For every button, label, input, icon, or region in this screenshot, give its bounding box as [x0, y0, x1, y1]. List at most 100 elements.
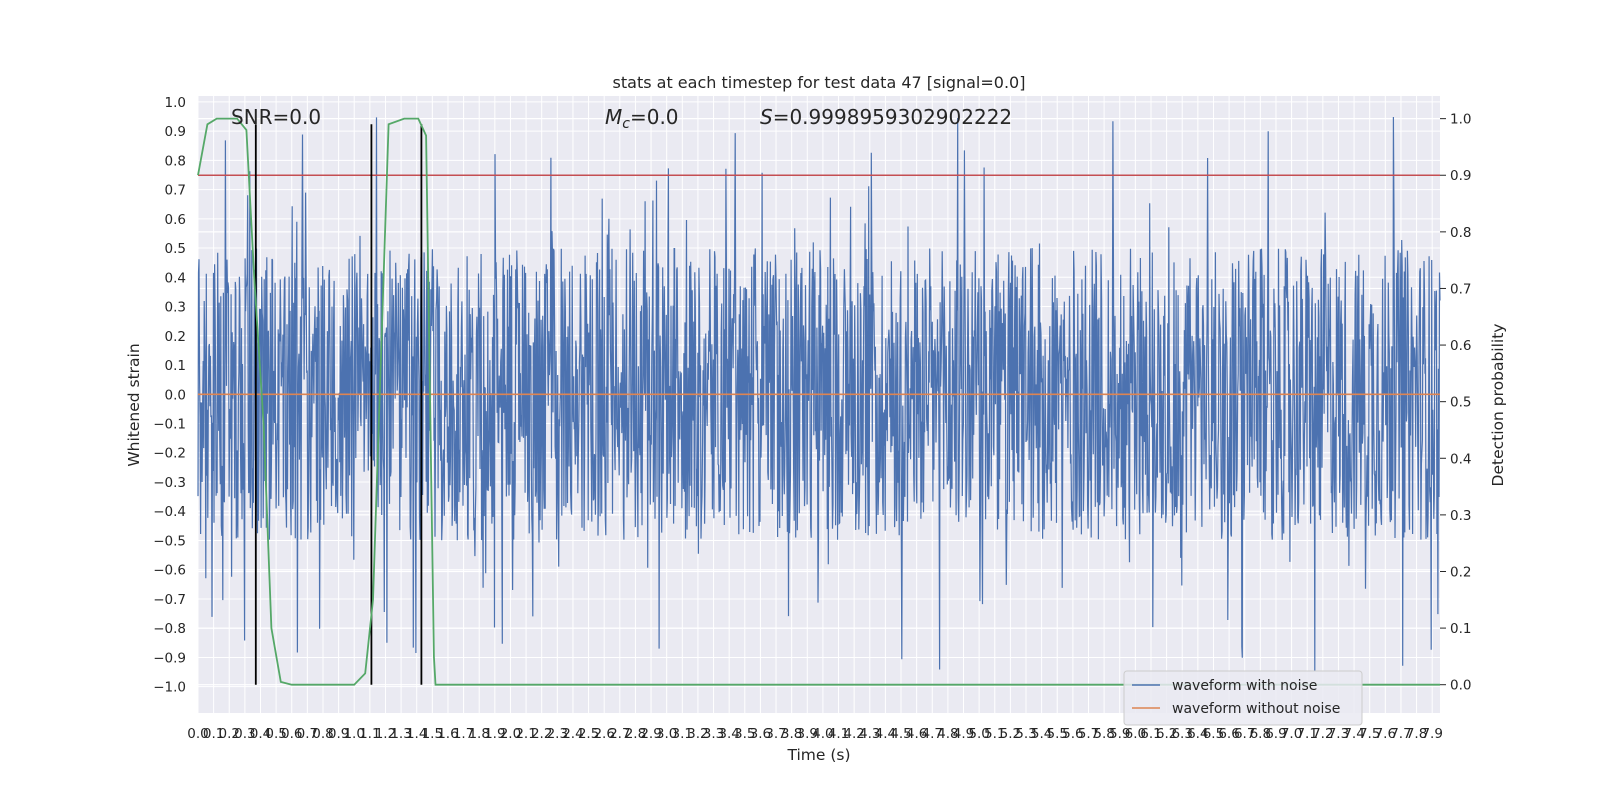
x-tick-label: 1.9: [484, 726, 505, 742]
x-tick-label: 2.6: [593, 726, 614, 742]
y-tick-label: −0.2: [153, 446, 186, 462]
x-tick-label: 7.8: [1406, 726, 1427, 742]
y-tick-label: 0.9: [165, 124, 186, 140]
x-tick-label: 4.9: [953, 726, 974, 742]
x-tick-label: 4.5: [890, 726, 911, 742]
x-tick-label: 4.4: [875, 726, 896, 742]
annotation-snr: SNR=0.0: [231, 105, 321, 129]
y-tick-label: 0.7: [165, 183, 186, 199]
y2-tick-label: 1.0: [1450, 112, 1471, 128]
x-tick-label: 4.8: [937, 726, 958, 742]
annotation-chirp-mass-subscript: c: [622, 116, 630, 132]
x-tick-label: 0.7: [297, 726, 318, 742]
x-tick-label: 5.1: [984, 726, 1005, 742]
x-tick-label: 4.1: [828, 726, 849, 742]
annotation-chirp-mass-symbol: M: [605, 105, 622, 129]
x-tick-label: 0.5: [265, 726, 286, 742]
x-tick-label: 6.8: [1250, 726, 1271, 742]
x-tick-label: 2.0: [500, 726, 521, 742]
y-axis-label: Whitened strain: [125, 343, 143, 466]
y-tick-label: −0.1: [153, 417, 186, 433]
x-axis-label: Time (s): [786, 746, 850, 764]
legend: waveform with noise waveform without noi…: [1123, 670, 1363, 726]
x-tick-label: 3.5: [734, 726, 755, 742]
y-tick-label: −0.3: [153, 475, 186, 491]
x-tick-label: 2.7: [609, 726, 630, 742]
x-tick-label: 3.3: [703, 726, 724, 742]
x-tick-label: 3.8: [781, 726, 802, 742]
x-tick-label: 7.6: [1375, 726, 1396, 742]
x-tick-label: 1.7: [453, 726, 474, 742]
x-tick-label: 1.3: [390, 726, 411, 742]
y-tick-label: −0.9: [153, 650, 186, 666]
chart-title: stats at each timestep for test data 47 …: [613, 73, 1026, 92]
x-tick-label: 1.0: [343, 726, 364, 742]
x-tick-label: 6.7: [1234, 726, 1255, 742]
x-tick-label: 3.4: [718, 726, 739, 742]
y-tick-label: 0.8: [165, 153, 186, 169]
y2-axis-label: Detection probability: [1489, 324, 1507, 487]
annotation-chirp-mass-value: =0.0: [630, 105, 679, 129]
x-tick-label: 6.6: [1218, 726, 1239, 742]
legend-label-waveform-without-noise: waveform without noise: [1172, 701, 1340, 717]
y-tick-label: −0.8: [153, 621, 186, 637]
annotation-score-value: =0.9998959302902222: [773, 105, 1012, 129]
x-tick-label: 5.5: [1047, 726, 1068, 742]
x-tick-label: 5.3: [1015, 726, 1036, 742]
x-tick-label: 3.7: [765, 726, 786, 742]
x-tick-label: 7.4: [1343, 726, 1364, 742]
y-tick-label: −0.5: [153, 533, 186, 549]
y-tick-label: 0.3: [165, 300, 186, 316]
x-tick-label: 3.1: [672, 726, 693, 742]
x-tick-label: 5.8: [1093, 726, 1114, 742]
annotation-score-symbol: S: [760, 105, 773, 129]
x-tick-label: 6.1: [1140, 726, 1161, 742]
y2-tick-label: 0.1: [1450, 621, 1471, 637]
x-tick-label: 2.5: [578, 726, 599, 742]
y-axis-ticks: 1.0 0.9 0.8 0.7 0.6 0.5 0.4 0.3 0.2 0.1 0.0 −0.1 −0.…: [153, 95, 186, 696]
x-tick-label: 3.6: [750, 726, 771, 742]
x-tick-label: 6.3: [1171, 726, 1192, 742]
x-tick-label: 2.4: [562, 726, 583, 742]
x-tick-label: 7.0: [1281, 726, 1302, 742]
x-tick-label: 6.4: [1187, 726, 1208, 742]
x-tick-label: 3.2: [687, 726, 708, 742]
x-axis-ticks: 0.00.10.20.30.40.50.60.70.80.91.01.11.21…: [187, 726, 1443, 742]
x-tick-label: 7.5: [1359, 726, 1380, 742]
x-tick-label: 0.3: [234, 726, 255, 742]
x-tick-label: 2.3: [547, 726, 568, 742]
y-tick-label: −0.6: [153, 563, 186, 579]
x-tick-label: 1.4: [406, 726, 427, 742]
y2-tick-label: 0.4: [1450, 451, 1471, 467]
x-tick-label: 6.5: [1203, 726, 1224, 742]
y2-tick-label: 0.9: [1450, 168, 1471, 184]
y-tick-label: 0.6: [165, 212, 186, 228]
x-tick-label: 5.0: [968, 726, 989, 742]
x-tick-label: 1.2: [375, 726, 396, 742]
y2-tick-label: 0.0: [1450, 678, 1471, 694]
x-tick-label: 3.0: [656, 726, 677, 742]
x-tick-label: 0.8: [312, 726, 333, 742]
waveform-with-noise-line: [197, 116, 1441, 672]
x-tick-label: 4.7: [922, 726, 943, 742]
x-tick-label: 0.2: [219, 726, 240, 742]
x-tick-label: 7.7: [1390, 726, 1411, 742]
x-tick-label: 5.9: [1109, 726, 1130, 742]
x-tick-label: 0.0: [187, 726, 208, 742]
x-tick-label: 6.2: [1156, 726, 1177, 742]
detection-probability-line: [197, 117, 1440, 686]
annotation-score: S=0.9998959302902222: [760, 105, 1012, 129]
x-tick-label: 2.2: [531, 726, 552, 742]
x-tick-label: 2.9: [640, 726, 661, 742]
x-tick-label: 2.1: [515, 726, 536, 742]
y-tick-label: 1.0: [165, 95, 186, 111]
y-tick-label: −1.0: [153, 680, 186, 696]
y2-tick-label: 0.2: [1450, 564, 1471, 580]
x-tick-label: 7.1: [1296, 726, 1317, 742]
y2-axis-ticks: 1.0 0.9 0.8 0.7 0.6 0.5 0.4 0.3 0.2 0.1 0.0: [1440, 112, 1471, 694]
x-tick-label: 0.6: [281, 726, 302, 742]
x-tick-label: 5.7: [1078, 726, 1099, 742]
legend-label-waveform-with-noise: waveform with noise: [1172, 678, 1317, 694]
y2-tick-label: 0.6: [1450, 338, 1471, 354]
